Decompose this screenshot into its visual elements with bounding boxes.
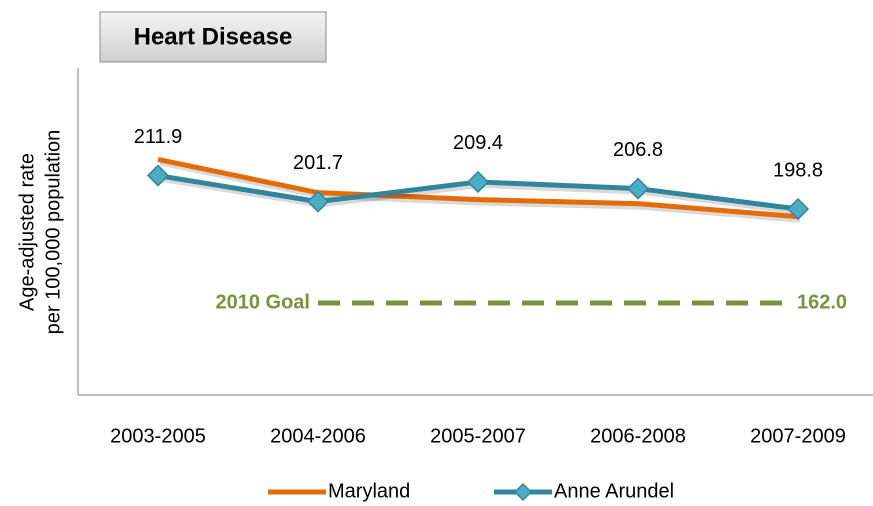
marker [466,170,490,193]
data-label: 211.9 [134,126,183,148]
series-shadow [159,159,801,223]
legend-marker [513,482,533,502]
x-tick-label: 2004-2006 [270,425,366,447]
series-line [157,157,799,220]
data-label: 206.8 [613,139,663,161]
legend-label: Maryland [328,480,410,502]
x-tick-label: 2003-2005 [110,425,206,447]
y-axis-label: per 100,000 population [42,130,64,335]
title-box [99,11,327,63]
chart-title: Heart Disease [134,23,293,50]
x-tick-label: 2006-2008 [590,425,686,447]
y-axis-label: Age-adjusted rate [16,153,38,311]
x-tick-label: 2005-2007 [430,425,526,447]
x-tick-label: 2007-2009 [750,425,846,447]
goal-label: 2010 Goal [215,291,310,313]
marker [306,190,330,213]
marker [786,197,810,221]
marker [146,164,170,187]
data-label: 201.7 [293,152,343,174]
goal-value-label: 162.0 [797,291,847,313]
data-label: 198.8 [773,159,823,181]
data-label: 209.4 [453,132,503,154]
marker [626,177,650,200]
legend-label: Anne Arundel [554,480,674,502]
